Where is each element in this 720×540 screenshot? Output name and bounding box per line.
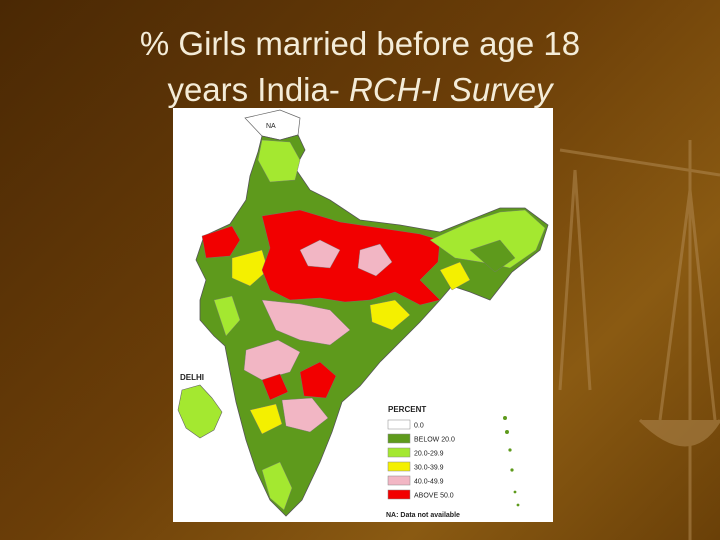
patch: [369, 299, 411, 331]
district-patches: [201, 139, 546, 511]
patch: [201, 225, 241, 259]
title-line: % Girls married before age 18: [139, 25, 581, 62]
patch: [213, 295, 241, 337]
legend-swatch: [387, 447, 411, 458]
legend-swatch: [387, 475, 411, 486]
legend-swatch: [387, 433, 411, 444]
legend-label: BELOW 20.0: [414, 437, 455, 444]
patch: [299, 239, 341, 269]
legend-label: 20.0-29.9: [414, 451, 444, 458]
patch: [177, 384, 223, 439]
title-line: years India- RCH-I Survey: [0, 70, 720, 110]
patch: [261, 209, 441, 306]
legend-swatch: [387, 489, 411, 500]
patch: [231, 249, 269, 287]
delhi-inset: [177, 384, 223, 439]
map-label: NA: [266, 123, 276, 130]
patch: [357, 243, 393, 277]
legend-label: ABOVE 50.0: [414, 493, 454, 500]
legend-note: NA: Data not available: [386, 512, 460, 519]
patch: [281, 397, 329, 433]
legend-swatch: [387, 461, 411, 472]
patch: [299, 361, 337, 399]
patch: [429, 209, 546, 269]
patch: [261, 461, 293, 511]
legend-swatch: [387, 419, 411, 430]
patch: [469, 239, 516, 273]
legend-title: PERCENT: [388, 405, 426, 414]
title-italic: RCH-I Survey: [349, 71, 553, 108]
patch: [261, 299, 351, 346]
legend-label: 30.0-39.9: [414, 465, 444, 472]
legend-label: 40.0-49.9: [414, 479, 444, 486]
legend: PERCENT NA: Data not available 0.0 BELOW …: [386, 405, 460, 519]
map-panel: NA DELHI PERCENT NA: Data not available …: [173, 108, 553, 522]
patch: [261, 373, 289, 401]
islands: [503, 416, 520, 507]
map-label: DELHI: [180, 373, 204, 382]
scale-icon: [558, 140, 720, 540]
patch: [249, 403, 283, 435]
legend-label: 0.0: [414, 423, 424, 430]
title-text: years India-: [167, 71, 350, 108]
patch: [243, 339, 301, 381]
patch: [257, 139, 301, 183]
patch: [439, 261, 471, 291]
